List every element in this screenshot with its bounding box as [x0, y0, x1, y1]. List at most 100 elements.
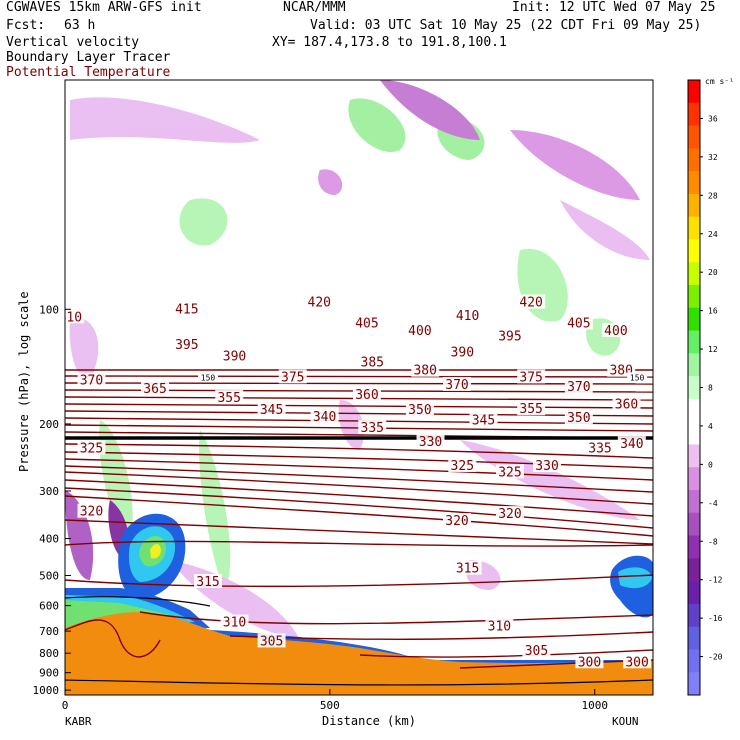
theta-label-bg [194, 573, 223, 588]
plot-area: 410 415 420 420 405 410 405 400 395 400 395 390 390 3… [59, 80, 653, 695]
theta-label-bg [495, 464, 524, 479]
colorbar-label: 20 [708, 268, 718, 277]
y-tick-label: 300 [39, 485, 59, 498]
colorbar-swatch [688, 535, 700, 559]
theta-label-bg [278, 369, 307, 384]
upward-motion-region [99, 420, 133, 540]
x-tick-label: 500 [320, 699, 340, 712]
theta-label-bg [257, 402, 286, 417]
y-tick-label: 200 [39, 418, 59, 431]
theta-contour-label: 390 [223, 349, 246, 364]
theta-contour-label: 410 [59, 310, 82, 325]
colorbar-label: 0 [708, 460, 713, 469]
theta-contour-label: 300 [625, 655, 648, 670]
downward-motion-region [318, 169, 343, 195]
colorbar-swatch [688, 421, 700, 445]
colorbar-swatch [688, 216, 700, 240]
theta-label-bg [533, 458, 562, 473]
colorbar-swatch [688, 603, 700, 628]
cross-section-endpoints: XY= 187.4,173.8 to 191.8,100.1 [272, 35, 507, 50]
theta-label-bg [485, 618, 514, 633]
potential-temperature-contours [65, 369, 653, 669]
colorbar-label: 8 [708, 384, 713, 393]
theta-label-bg [443, 513, 471, 528]
colorbar-swatch [688, 626, 700, 650]
theta-contour-label: 380 [609, 364, 632, 379]
tropopause-label: 150 [630, 373, 645, 382]
colorbar-swatch [688, 148, 700, 172]
theta-label-bg [564, 410, 593, 425]
downward-motion-region [69, 318, 99, 380]
terrain [65, 612, 653, 695]
theta-label-bg [495, 328, 524, 343]
theta-contour-label: 405 [567, 317, 590, 332]
x-left-station: KABR [65, 715, 92, 728]
colorbar-label: -20 [708, 653, 723, 662]
downward-motion-region [65, 490, 94, 580]
tropopause-label-bg [198, 372, 219, 382]
theta-label-bg [352, 315, 381, 330]
x-tick-label: 0 [62, 699, 69, 712]
theta-contour-label: 345 [260, 403, 283, 418]
theta-label-bg [405, 402, 434, 417]
model-title: CGWAVES 15km ARW-GFS init [6, 0, 202, 15]
colorbar-swatch [688, 512, 700, 537]
tracer-region [210, 630, 640, 668]
theta-label-bg [416, 433, 445, 448]
y-tick-label: 900 [39, 667, 59, 680]
downward-motion-region [380, 80, 480, 140]
theta-contour-label: 420 [519, 296, 542, 311]
theta-contour-label: 415 [175, 302, 198, 317]
theta-label-bg [77, 372, 106, 387]
theta-label-bg [352, 387, 381, 402]
theta-label-bg [522, 643, 551, 658]
theta-contour-label: 335 [588, 441, 611, 456]
colorbar-swatch [688, 467, 700, 491]
colorbar-swatch [688, 672, 700, 696]
colorbar-swatch [688, 649, 700, 673]
theta-contour-label: 315 [196, 575, 219, 590]
downward-motion-region [560, 200, 650, 260]
theta-label-bg [411, 362, 440, 377]
theta-label-bg [448, 458, 477, 473]
upward-motion-region [199, 430, 231, 590]
colorbar-swatch [688, 376, 700, 400]
theta-contour-label: 365 [143, 382, 166, 397]
theta-contour-label: 335 [361, 421, 384, 436]
colorbar: 36 32 28 24 20 16 12 8 4 0 -4 -8 -12 -16 -20 [687, 79, 723, 696]
colorbar-label: 12 [708, 345, 718, 354]
theta-contour-label: 310 [223, 616, 246, 631]
y-tick-label: 700 [39, 625, 59, 638]
theta-contour-label: 400 [408, 324, 431, 339]
colorbar-swatch [688, 307, 700, 332]
theta-label-bg [453, 307, 482, 322]
theta-contour-label: 310 [488, 619, 511, 634]
theta-label-group: 410 415 420 420 405 410 405 400 395 400 395 390 390 3… [59, 294, 652, 670]
y-tick-label: 800 [39, 647, 59, 660]
theta-contour-label: 370 [80, 374, 103, 389]
y-tick-label: 400 [39, 533, 59, 546]
y-axis-ticks: 100 200 300 400 500 600 700 800 900 1000 [33, 303, 71, 697]
theta-label-bg [495, 506, 524, 521]
theta-contour-label: 395 [498, 330, 521, 345]
colorbar-swatch [688, 285, 700, 309]
y-tick-label: 600 [39, 600, 59, 613]
upward-motion-region [517, 248, 568, 322]
x-right-station: KOUN [612, 715, 639, 728]
theta-contour-label: 300 [578, 655, 601, 670]
tropopause-label-bg [627, 372, 648, 382]
theta-label-bg [77, 503, 106, 518]
x-axis-ticks: 0 500 1000 [62, 689, 608, 712]
theta-contour-label: 405 [355, 317, 378, 332]
theta-label-bg [215, 390, 244, 405]
theta-label-bg [172, 336, 201, 351]
pbl-top-line [65, 679, 653, 686]
theta-contour-label: 380 [413, 364, 436, 379]
colorbar-swatch [688, 102, 700, 127]
colorbar-swatch [688, 444, 700, 468]
theta-label-bg [517, 369, 546, 384]
field-potential-temperature: Potential Temperature [6, 65, 171, 80]
forecast-label: Fcst: [6, 18, 46, 33]
theta-label-bg [443, 376, 471, 391]
